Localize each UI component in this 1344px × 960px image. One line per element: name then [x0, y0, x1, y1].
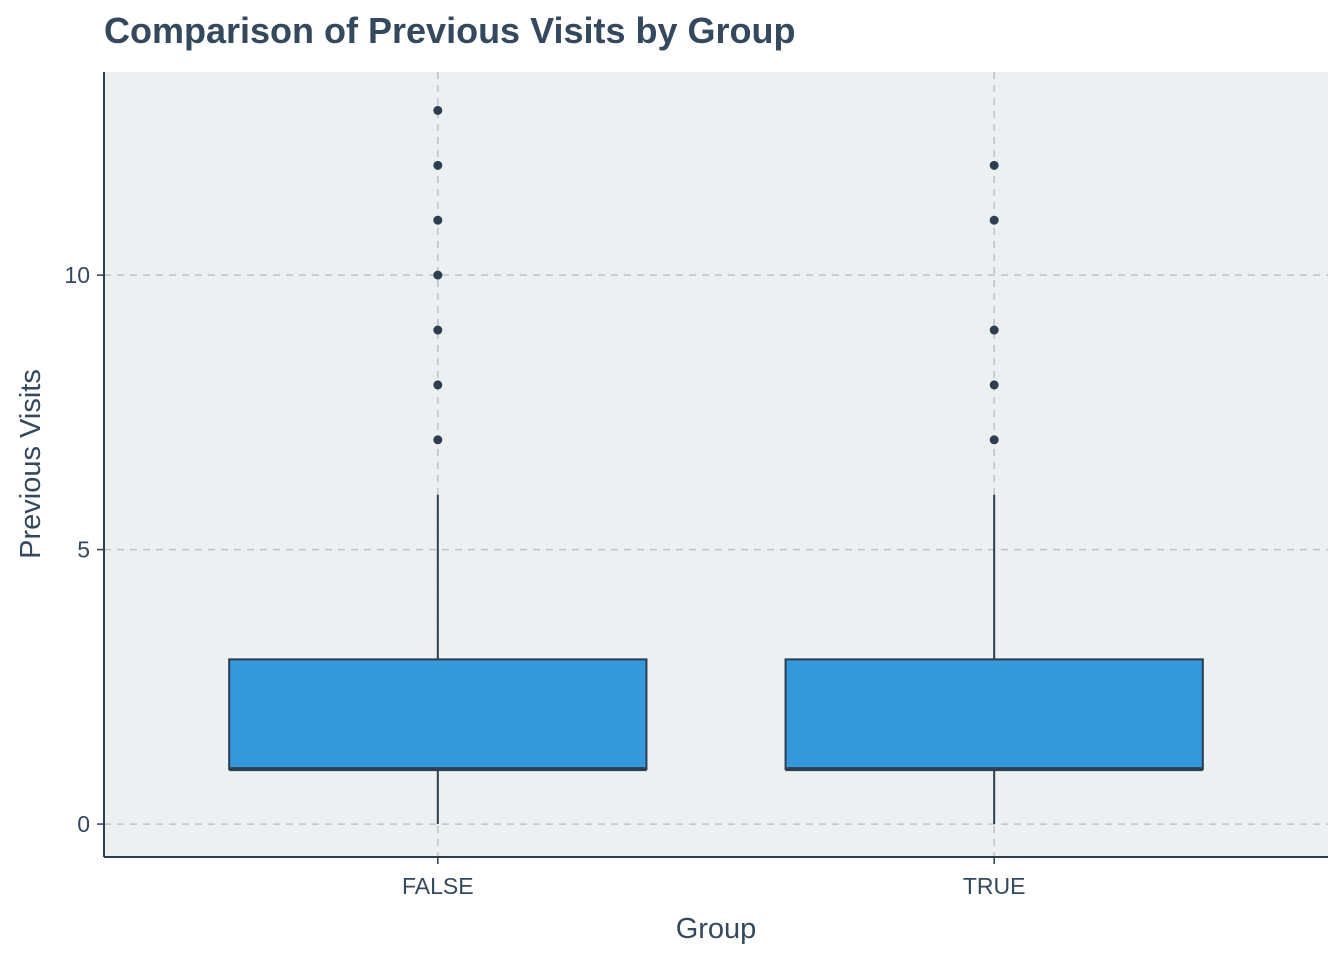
y-axis-label: Previous Visits: [15, 369, 47, 559]
outlier-point: [989, 325, 999, 335]
outlier-point: [433, 380, 443, 390]
outlier-point: [433, 325, 443, 335]
x-tick-label: FALSE: [402, 873, 474, 899]
y-tick-label: 0: [77, 811, 90, 837]
box-true: [784, 160, 1204, 825]
box-iqr: [228, 658, 648, 771]
x-axis-label: Group: [676, 913, 757, 945]
chart-title: Comparison of Previous Visits by Group: [104, 10, 795, 51]
outlier-point: [989, 380, 999, 390]
box-iqr: [784, 658, 1204, 771]
outlier-point: [433, 215, 443, 225]
grid-lines: [104, 72, 1328, 857]
x-axis-ticks: FALSE TRUE: [402, 857, 1025, 899]
outlier-point: [433, 105, 443, 115]
y-tick-label: 10: [64, 262, 90, 288]
outlier-point: [433, 160, 443, 170]
outlier-point: [989, 215, 999, 225]
x-tick-label: TRUE: [963, 873, 1026, 899]
outlier-point: [433, 435, 443, 445]
outlier-point: [989, 160, 999, 170]
box-series: [228, 105, 1204, 825]
outlier-point: [433, 270, 443, 280]
y-tick-label: 5: [77, 537, 90, 563]
box-false: [228, 105, 648, 825]
outlier-point: [989, 435, 999, 445]
y-axis-ticks: 0 5 10: [64, 262, 104, 837]
